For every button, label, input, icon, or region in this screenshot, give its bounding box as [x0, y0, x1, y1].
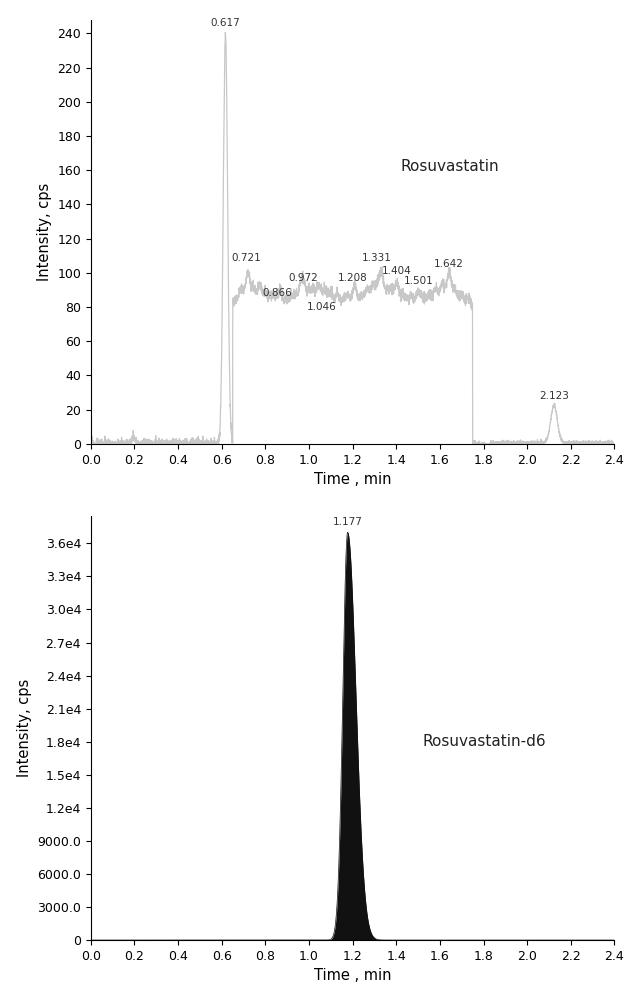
Text: 1.404: 1.404	[382, 266, 412, 276]
Text: 1.642: 1.642	[434, 259, 464, 269]
Text: 2.123: 2.123	[539, 391, 569, 401]
X-axis label: Time , min: Time , min	[314, 472, 392, 487]
Text: 0.617: 0.617	[210, 18, 240, 28]
Text: 0.866: 0.866	[263, 288, 292, 298]
Text: Rosuvastatin: Rosuvastatin	[401, 159, 499, 174]
X-axis label: Time , min: Time , min	[314, 968, 392, 983]
Text: Rosuvastatin-d6: Rosuvastatin-d6	[422, 734, 546, 749]
Text: 1.177: 1.177	[333, 517, 363, 527]
Text: 1.501: 1.501	[403, 276, 433, 286]
Y-axis label: Intensity, cps: Intensity, cps	[17, 679, 31, 777]
Text: 0.972: 0.972	[288, 273, 318, 283]
Y-axis label: Intensity, cps: Intensity, cps	[37, 183, 52, 281]
Text: 1.331: 1.331	[362, 253, 392, 263]
Text: 1.208: 1.208	[337, 273, 367, 283]
Text: 0.721: 0.721	[231, 253, 261, 263]
Text: 1.046: 1.046	[306, 302, 336, 312]
